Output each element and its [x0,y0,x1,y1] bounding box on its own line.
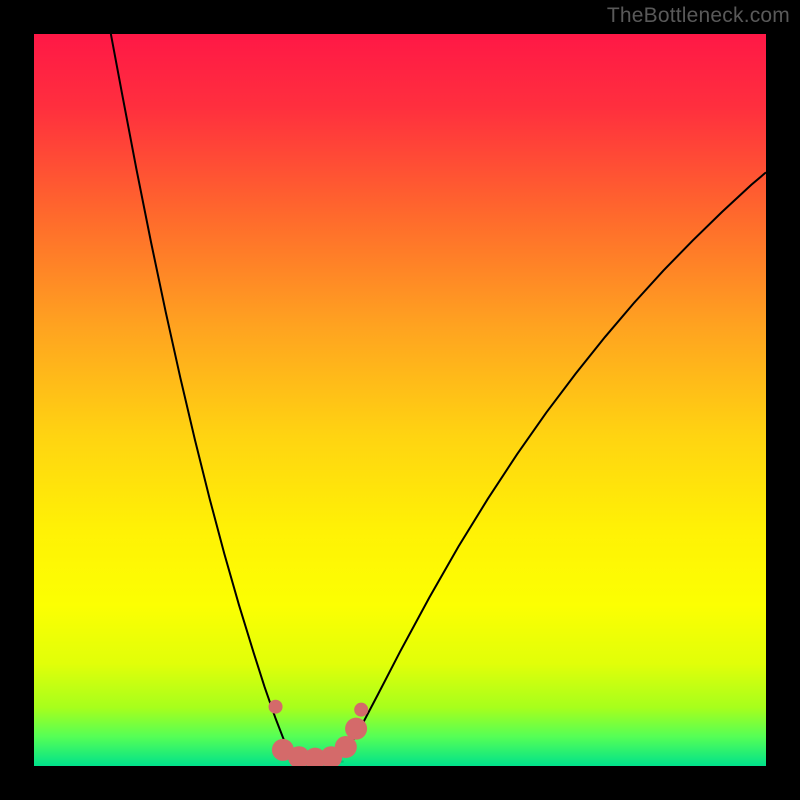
chart-container: TheBottleneck.com [0,0,800,800]
bottleneck-curve-chart [0,0,800,800]
watermark-text: TheBottleneck.com [607,4,790,28]
plot-background [34,34,766,766]
marker-point [354,703,368,717]
marker-point [269,700,283,714]
marker-point [345,718,367,740]
